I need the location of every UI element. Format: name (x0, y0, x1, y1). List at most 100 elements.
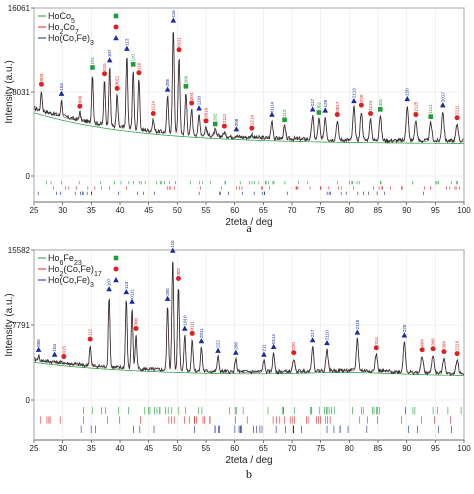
legend-marker (113, 24, 119, 30)
observed-profile (34, 32, 464, 145)
peak-marker (124, 45, 130, 51)
x-tick-label: 80 (345, 444, 354, 453)
peak-label: 208 (234, 118, 239, 126)
x-tick-label: 25 (30, 444, 39, 453)
peak-marker (351, 97, 357, 104)
peak-marker (150, 111, 156, 117)
y-tick-label: 0 (26, 396, 31, 405)
x-tick-label: 100 (457, 206, 471, 215)
x-tick-label: 55 (202, 206, 211, 215)
x-tick-label: 100 (457, 444, 471, 453)
peak-label: 205 (165, 288, 170, 296)
peak-label: 222 (216, 340, 221, 348)
peak-marker (419, 347, 425, 353)
peak-label: 0111 (177, 37, 182, 47)
peak-marker (377, 107, 383, 112)
peak-marker (441, 349, 447, 355)
peak-label: 128 (323, 99, 328, 107)
x-tick-label: 50 (173, 206, 182, 215)
peak-label: 1124 (368, 100, 373, 110)
x-tick-label: 60 (230, 444, 239, 453)
peak-marker (368, 111, 374, 117)
peak-marker (175, 275, 181, 281)
peak-marker (189, 330, 195, 336)
x-tick-label: 70 (288, 444, 297, 453)
peak-label: 0114 (271, 334, 276, 344)
peak-marker (354, 329, 361, 335)
x-tick-label: 95 (431, 444, 440, 453)
peak-marker (215, 347, 221, 353)
peak-marker (35, 346, 42, 352)
x-tick-label: 50 (173, 444, 182, 453)
x-tick-label: 45 (144, 206, 153, 215)
peak-marker (430, 346, 436, 352)
x-tick-label: 30 (58, 206, 67, 215)
y-axis-label: Intensity (a.u.) (4, 293, 15, 356)
peak-label: 113 (124, 38, 129, 46)
peak-label: 302 (316, 101, 321, 109)
y-tick-label: 0 (26, 172, 31, 181)
legend-marker (113, 277, 119, 283)
peak-marker (309, 106, 316, 112)
peak-marker (136, 70, 142, 76)
x-tick-label: 35 (87, 444, 96, 453)
peak-marker (454, 115, 460, 121)
peak-label: 220 (359, 94, 364, 102)
peak-marker (164, 86, 171, 92)
peak-marker (309, 337, 316, 343)
peak-label: 314 (374, 337, 379, 345)
peak-label: 2125 (413, 101, 418, 112)
peak-marker (291, 350, 297, 356)
legend-entry: Ho2(Co,Fe)17 (48, 264, 102, 278)
observed-profile (34, 261, 465, 377)
peak-label: 1010 (182, 315, 187, 326)
peak-marker (38, 81, 44, 87)
x-tick-label: 70 (288, 206, 297, 215)
peak-marker (196, 105, 202, 111)
peak-marker (130, 62, 136, 67)
peak-label: 116 (136, 62, 141, 70)
peak-label: 015 (61, 345, 66, 353)
peak-label: 2119 (351, 88, 356, 98)
peak-marker (114, 85, 120, 91)
peak-label: 006 (36, 339, 41, 347)
x-tick-label: 45 (144, 444, 153, 453)
legend-entry: Ho6Fe23 (48, 253, 82, 267)
legend-entry: Ho2Co7 (48, 22, 79, 36)
peak-label: 0114 (269, 101, 274, 111)
x-tick-label: 80 (345, 206, 354, 215)
peak-marker (189, 100, 195, 106)
peak-marker (261, 351, 267, 357)
x-tick-label: 30 (58, 444, 67, 453)
peak-marker (170, 17, 177, 23)
peak-label: 301 (378, 98, 383, 106)
peak-label: 202 (213, 113, 218, 121)
peak-label: 2011 (199, 328, 204, 338)
x-tick-label: 65 (259, 206, 268, 215)
peak-label: 220 (405, 88, 410, 96)
peak-marker (413, 112, 419, 118)
panel-label: a (246, 221, 252, 235)
x-tick-label: 75 (316, 444, 325, 453)
peak-label: 0111 (130, 289, 135, 299)
peak-marker (198, 338, 205, 344)
peak-marker (169, 247, 176, 253)
peak-marker (77, 103, 83, 109)
peak-label: 116 (170, 240, 175, 248)
peak-marker (334, 112, 340, 118)
peak-marker (428, 114, 434, 119)
x-tick-label: 40 (116, 206, 125, 215)
y-axis-label: Intensity (a.u.) (4, 60, 15, 123)
peak-marker (87, 336, 93, 342)
x-tick-label: 85 (374, 206, 383, 215)
y-tick-label: 16061 (8, 4, 31, 13)
peak-label: 300 (134, 318, 139, 326)
peak-marker (439, 102, 446, 108)
peak-label: 2119 (455, 340, 460, 350)
peak-label: 204 (189, 92, 194, 100)
x-axis-label: 2teta / deg (225, 455, 272, 466)
peak-label: 2010 (204, 107, 209, 118)
